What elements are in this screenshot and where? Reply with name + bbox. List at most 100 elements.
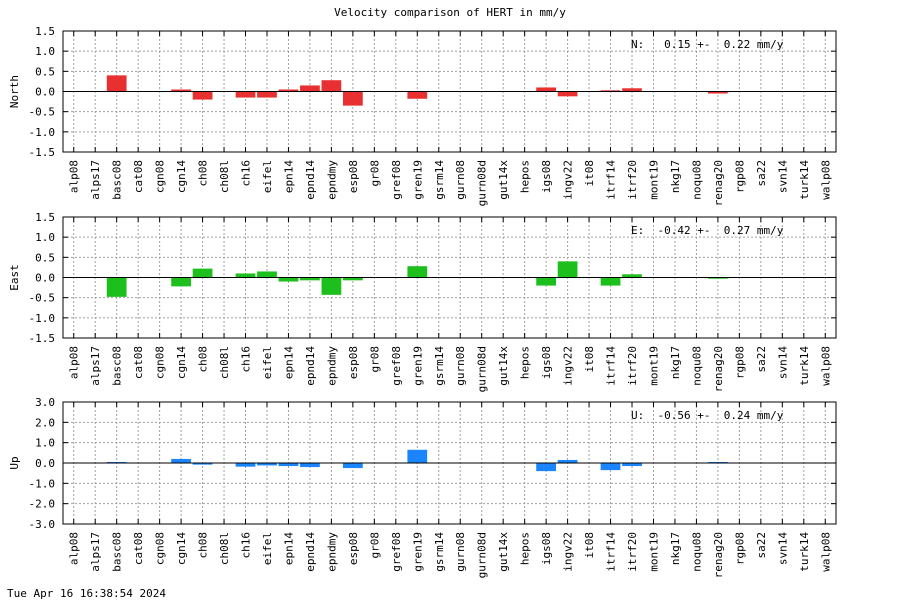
east-xtick-label: gut14x xyxy=(497,346,510,386)
north-xtick-label: gren19 xyxy=(411,160,424,200)
north-xtick-label: ingv22 xyxy=(562,160,575,200)
east-bar-epndmy xyxy=(321,277,342,295)
north-xtick-label: cgn08 xyxy=(154,160,167,193)
east-xtick-label: ch08l xyxy=(218,346,231,379)
north-xtick-label: ch08 xyxy=(197,160,210,187)
up-xtick-label: nkg17 xyxy=(669,532,682,565)
up-xtick-label: cgn08 xyxy=(154,532,167,565)
north-xtick-label: eifel xyxy=(261,160,274,193)
up-xtick-label: noqu08 xyxy=(690,532,703,572)
up-bar-renag20 xyxy=(708,461,728,463)
north-bar-ch16 xyxy=(235,91,256,98)
up-bar-epnd14 xyxy=(300,463,320,468)
up-ytick-label: -1.0 xyxy=(29,477,56,490)
up-xtick-label: eifel xyxy=(261,532,274,565)
east-bar-eifel xyxy=(257,271,277,278)
north-bar-basc08 xyxy=(106,75,127,92)
east-xtick-label: gurn08d xyxy=(476,346,489,392)
east-xtick-label: ch16 xyxy=(240,346,253,373)
up-bar-eifel xyxy=(257,463,277,466)
up-bar-itrf20 xyxy=(622,463,642,467)
north-xtick-label: epnd14 xyxy=(304,160,317,200)
north-xtick-label: ch16 xyxy=(240,160,253,187)
east-xtick-label: hepos xyxy=(519,346,532,379)
up-xtick-label: itrf14 xyxy=(605,532,618,572)
up-xtick-label: ch08l xyxy=(218,532,231,565)
east-xtick-label: mont19 xyxy=(647,346,660,386)
north-xtick-label: itrf20 xyxy=(626,160,639,200)
north-ytick-label: -0.5 xyxy=(29,106,56,119)
up-xtick-label: epndmy xyxy=(325,532,338,572)
east-bar-epn14 xyxy=(278,277,299,282)
up-xtick-label: epn14 xyxy=(282,532,295,565)
east-xtick-label: esp08 xyxy=(347,346,360,379)
up-xtick-label: gr08 xyxy=(368,532,381,559)
east-bar-gren19 xyxy=(407,266,428,278)
north-bar-gren19 xyxy=(407,91,428,99)
east-ytick-label: -1.0 xyxy=(29,312,56,325)
east-xtick-label: gref08 xyxy=(390,346,403,386)
north-xtick-label: gut14x xyxy=(497,160,510,200)
up-xtick-label: ch08 xyxy=(197,532,210,559)
up-xtick-label: alp08 xyxy=(68,532,81,565)
north-xtick-label: hepos xyxy=(519,160,532,193)
up-xtick-label: renag20 xyxy=(712,532,725,578)
north-ytick-label: -1.5 xyxy=(29,146,56,159)
north-ylabel: North xyxy=(8,75,21,108)
east-xtick-label: gsrm14 xyxy=(433,346,446,386)
east-xtick-label: svn14 xyxy=(776,346,789,379)
east-xtick-label: rgp08 xyxy=(733,346,746,379)
up-bar-epn14 xyxy=(278,463,299,467)
east-xtick-label: ingv22 xyxy=(562,346,575,386)
north-xtick-label: nkg17 xyxy=(669,160,682,193)
up-xtick-label: ingv22 xyxy=(562,532,575,572)
east-bar-esp08 xyxy=(342,277,363,281)
east-xtick-label: ch08 xyxy=(197,346,210,373)
north-xtick-label: mont19 xyxy=(647,160,660,200)
north-xtick-label: renag20 xyxy=(712,160,725,206)
north-xtick-label: gsrm14 xyxy=(433,160,446,200)
up-xtick-label: walp08 xyxy=(819,532,832,572)
east-ytick-label: 1.0 xyxy=(35,231,55,244)
east-xtick-label: it08 xyxy=(583,346,596,373)
up-bar-esp08 xyxy=(342,463,363,469)
north-ytick-label: 0.0 xyxy=(35,86,55,99)
east-xtick-label: renag20 xyxy=(712,346,725,392)
north-bar-ingv22 xyxy=(557,91,578,97)
east-xtick-label: turk14 xyxy=(798,346,811,386)
up-xtick-label: hepos xyxy=(519,532,532,565)
up-xtick-label: gurn08d xyxy=(476,532,489,578)
up-xtick-label: ch16 xyxy=(240,532,253,559)
up-xtick-label: gren19 xyxy=(411,532,424,572)
north-xtick-label: turk14 xyxy=(798,160,811,200)
north-xtick-label: rgp08 xyxy=(733,160,746,193)
up-xtick-label: gref08 xyxy=(390,532,403,572)
north-xtick-label: svn14 xyxy=(776,160,789,193)
east-bar-cgn14 xyxy=(171,277,191,287)
up-xtick-label: cgn14 xyxy=(175,532,188,565)
east-bar-igs08 xyxy=(536,277,557,286)
north-xtick-label: cgn14 xyxy=(175,160,188,193)
north-bar-epn14 xyxy=(278,89,299,92)
east-xtick-label: cat08 xyxy=(132,346,145,379)
up-xtick-label: gut14x xyxy=(497,532,510,572)
north-bar-cgn14 xyxy=(171,89,191,92)
north-bar-esp08 xyxy=(342,91,363,106)
up-xtick-label: igs08 xyxy=(540,532,553,565)
east-xtick-label: eifel xyxy=(261,346,274,379)
chart-title: Velocity comparison of HERT in mm/y xyxy=(334,6,566,19)
north-ytick-label: 0.5 xyxy=(35,65,55,78)
east-bar-ch08 xyxy=(192,268,213,278)
east-xtick-label: noqu08 xyxy=(690,346,703,386)
east-xtick-label: sa22 xyxy=(755,346,768,373)
up-xtick-label: sa22 xyxy=(755,532,768,559)
east-bar-basc08 xyxy=(106,277,127,297)
up-ylabel: Up xyxy=(8,456,21,469)
up-ytick-label: 3.0 xyxy=(35,396,55,409)
east-bar-ingv22 xyxy=(557,261,578,278)
east-xtick-label: epndmy xyxy=(325,346,338,386)
up-xtick-label: turk14 xyxy=(798,532,811,572)
east-xtick-label: itrf20 xyxy=(626,346,639,386)
east-xtick-label: gr08 xyxy=(368,346,381,373)
